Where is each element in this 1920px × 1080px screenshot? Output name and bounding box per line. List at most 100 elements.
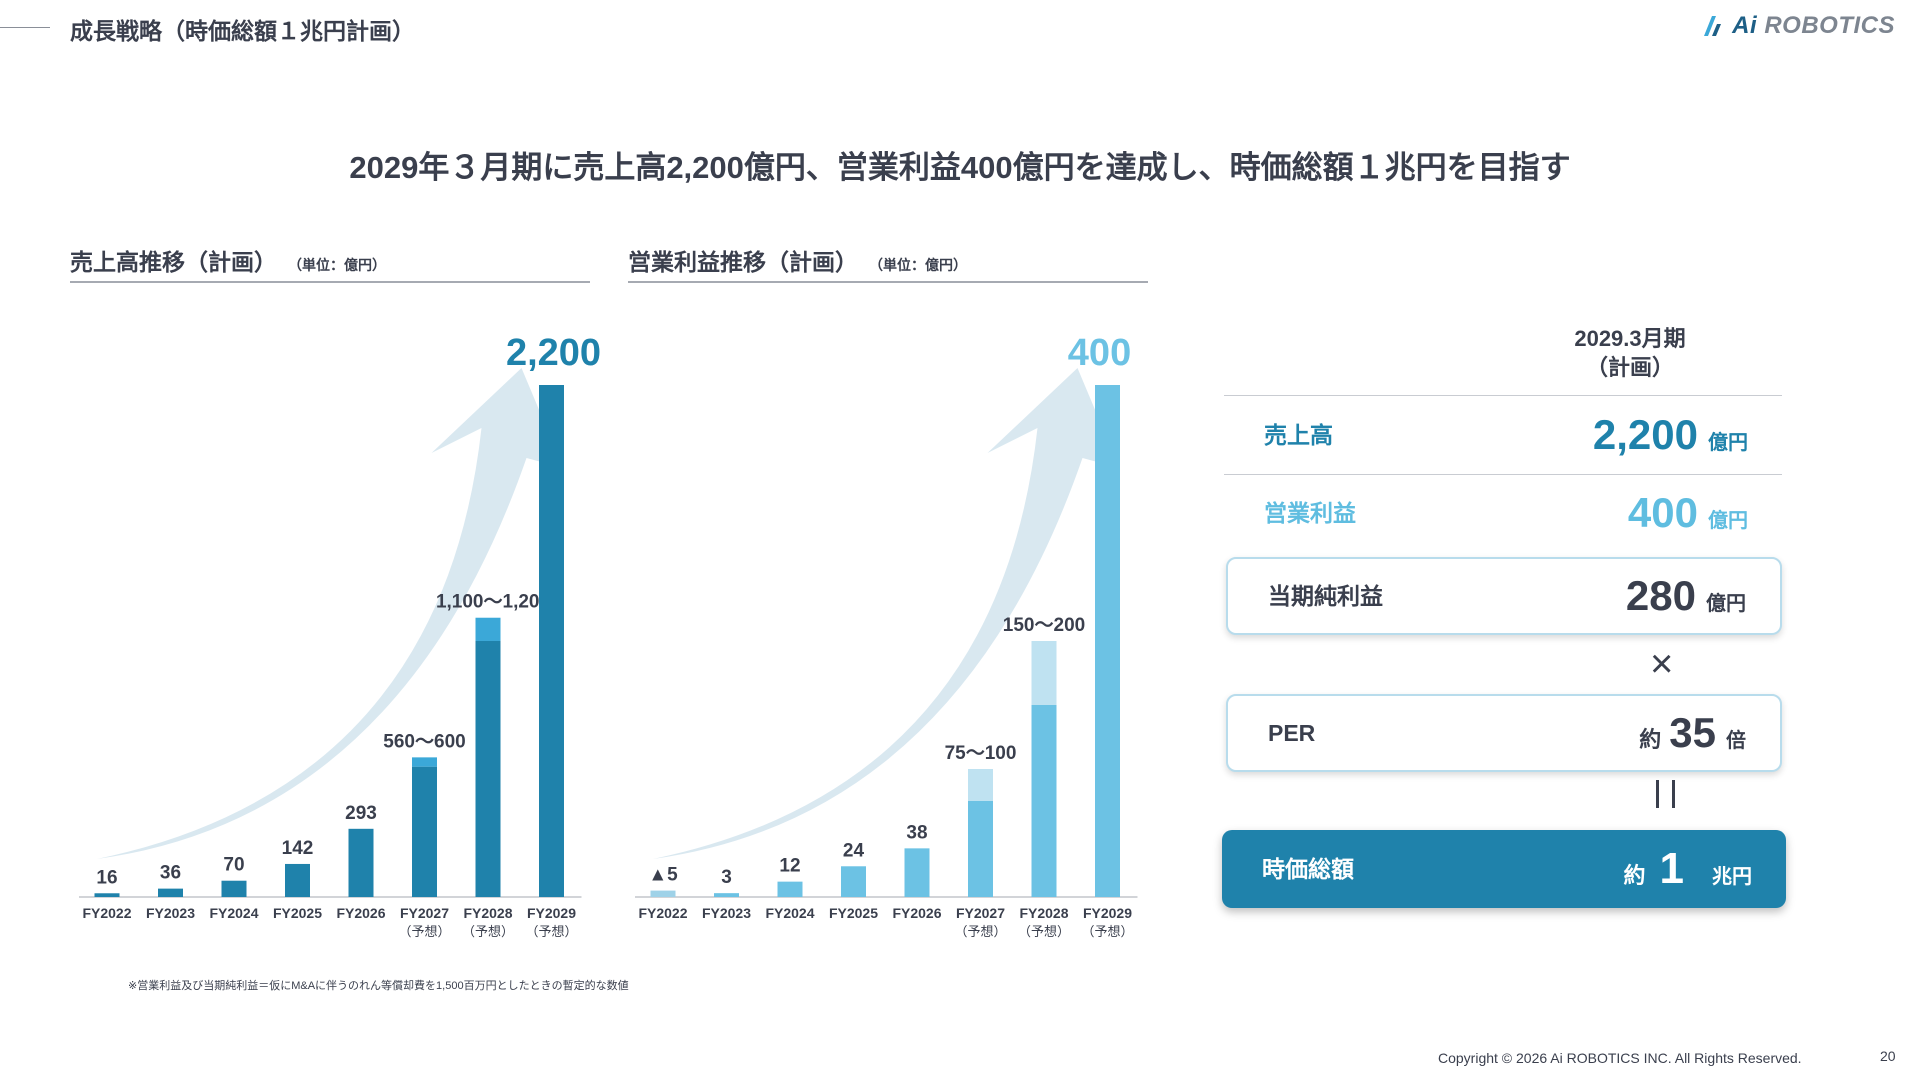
footnote: ※営業利益及び当期純利益＝仮にM&Aに伴うのれん等償却費を1,500百万円とした… bbox=[128, 980, 629, 992]
summary-cap-prefix: 約 bbox=[1623, 863, 1646, 888]
op-bar bbox=[777, 881, 803, 897]
op-tick-label: FY2025 bbox=[829, 905, 878, 921]
sales-data-label: 16 bbox=[96, 867, 117, 888]
op-tick-label: FY2026 bbox=[892, 905, 941, 921]
header-divider bbox=[0, 27, 50, 28]
sales-bar bbox=[94, 893, 120, 897]
op-range-bar bbox=[1031, 641, 1057, 705]
op-bar bbox=[1095, 385, 1120, 897]
summary-sales-value: 2,200 億円 bbox=[1593, 396, 1748, 484]
copyright: Copyright © 2026 Ai ROBOTICS INC. All Ri… bbox=[1438, 1050, 1802, 1066]
op-bar bbox=[904, 848, 930, 897]
sales-chart-title: 売上高推移（計画） bbox=[70, 249, 277, 275]
summary-net-unit: 億円 bbox=[1706, 593, 1746, 615]
op-data-label: 75〜100 bbox=[945, 743, 1017, 764]
summary-row-market-cap: 時価総額 約 1 兆円 bbox=[1222, 830, 1786, 908]
summary-op-value: 400 億円 bbox=[1628, 474, 1748, 562]
op-data-label: 3 bbox=[721, 867, 732, 888]
summary-per-unit: 倍 bbox=[1726, 730, 1746, 752]
sales-bar bbox=[539, 385, 564, 897]
sales-bar bbox=[475, 641, 501, 897]
sales-tick-label: FY2024 bbox=[209, 905, 258, 921]
sales-bar bbox=[412, 766, 437, 897]
summary-net-label: 当期純利益 bbox=[1268, 583, 1383, 609]
op-data-label: 24 bbox=[843, 840, 865, 861]
summary-per-label: PER bbox=[1268, 720, 1316, 746]
headline: 2029年３月期に売上高2,200億円、営業利益400億円を達成し、時価総額１兆… bbox=[349, 150, 1571, 185]
op-data-label: 38 bbox=[906, 822, 927, 843]
sales-data-label: 1,100〜1,200 bbox=[436, 592, 550, 613]
sales-bar bbox=[221, 880, 247, 897]
sales-tick-sublabel: （予想） bbox=[462, 924, 514, 939]
sales-tick-label: FY2026 bbox=[336, 905, 385, 921]
op-tick-label: FY2029 bbox=[1083, 905, 1132, 921]
op-chart-header: 営業利益推移（計画） （単位：億円） bbox=[628, 243, 1148, 283]
op-bar bbox=[650, 890, 676, 897]
op-tick-sublabel: （予想） bbox=[1081, 924, 1133, 939]
summary-cap-unit: 兆円 bbox=[1712, 866, 1752, 888]
summary-period-line1: 2029.3月期 bbox=[1574, 326, 1686, 351]
equals-symbol-icon bbox=[1654, 780, 1680, 812]
sales-tick-label: FY2023 bbox=[146, 905, 195, 921]
summary-per-value: 約 35 倍 bbox=[1639, 696, 1746, 780]
op-data-label: 12 bbox=[779, 856, 800, 877]
op-tick-sublabel: （予想） bbox=[1018, 924, 1070, 939]
logo-text: Ai ROBOTICS bbox=[1732, 12, 1895, 40]
op-data-label: 150〜200 bbox=[1003, 615, 1085, 636]
sales-chart-header: 売上高推移（計画） （単位：億円） bbox=[70, 243, 590, 283]
op-tick-label: FY2027 bbox=[956, 905, 1005, 921]
op-tick-label: FY2023 bbox=[702, 905, 751, 921]
sales-tick-label: FY2022 bbox=[82, 905, 131, 921]
sales-data-label: 36 bbox=[160, 863, 181, 884]
logo-text-rest: ROBOTICS bbox=[1764, 12, 1895, 39]
summary-row-sales: 売上高 2,200 億円 bbox=[1224, 395, 1782, 475]
summary-sales-label: 売上高 bbox=[1264, 422, 1333, 448]
sales-tick-label: FY2028 bbox=[463, 905, 512, 921]
summary-op-label: 営業利益 bbox=[1264, 500, 1356, 526]
summary-row-operating-profit: 営業利益 400 億円 bbox=[1224, 474, 1782, 552]
sales-tick-label: FY2029 bbox=[527, 905, 576, 921]
logo-text-ai: Ai bbox=[1732, 12, 1758, 39]
sales-data-label: 142 bbox=[282, 838, 314, 859]
summary-net-number: 280 bbox=[1625, 572, 1696, 619]
op-tick-label: FY2028 bbox=[1019, 905, 1068, 921]
sales-data-label: 70 bbox=[223, 855, 244, 876]
summary-sales-number: 2,200 bbox=[1592, 411, 1698, 458]
section-title: 成長戦略（時価総額１兆円計画） bbox=[70, 18, 415, 44]
sales-chart-unit: （単位：億円） bbox=[295, 257, 386, 273]
sales-data-label: 293 bbox=[345, 803, 377, 824]
op-data-label: ▲5 bbox=[648, 865, 678, 886]
op-bar bbox=[968, 801, 993, 897]
op-range-bar bbox=[968, 769, 993, 801]
op-bar bbox=[1031, 705, 1057, 897]
sales-bar bbox=[348, 828, 374, 897]
summary-per-prefix: 約 bbox=[1639, 727, 1662, 752]
summary-per-number: 35 bbox=[1669, 709, 1716, 756]
summary-op-unit: 億円 bbox=[1708, 510, 1748, 532]
op-data-label: 400 bbox=[1068, 332, 1131, 374]
sales-data-label: 560〜600 bbox=[383, 731, 465, 752]
op-tick-sublabel: （予想） bbox=[954, 924, 1006, 939]
op-chart-unit: （単位：億円） bbox=[876, 257, 967, 273]
summary-period-line2: （計画） bbox=[1585, 355, 1674, 380]
op-bar bbox=[841, 866, 866, 897]
sales-growth-arrow bbox=[97, 368, 564, 859]
op-chart-title: 営業利益推移（計画） bbox=[628, 249, 858, 275]
op-bar bbox=[714, 893, 739, 897]
company-logo: Ai ROBOTICS bbox=[1702, 12, 1895, 40]
sales-tick-label: FY2025 bbox=[273, 905, 322, 921]
multiply-symbol: × bbox=[1650, 642, 1674, 686]
summary-cap-value: 約 1 兆円 bbox=[1624, 830, 1753, 918]
page-number: 20 bbox=[1880, 1048, 1896, 1064]
summary-net-value: 280 億円 bbox=[1626, 559, 1746, 643]
sales-bar bbox=[285, 863, 310, 897]
sales-range-bar bbox=[412, 757, 437, 767]
logo-mark-icon bbox=[1704, 16, 1722, 36]
op-tick-label: FY2024 bbox=[765, 905, 814, 921]
summary-sales-unit: 億円 bbox=[1708, 432, 1748, 454]
sales-data-label: 2,200 bbox=[506, 332, 601, 374]
summary-cap-number: 1 bbox=[1659, 844, 1684, 893]
op-tick-label: FY2022 bbox=[638, 905, 687, 921]
